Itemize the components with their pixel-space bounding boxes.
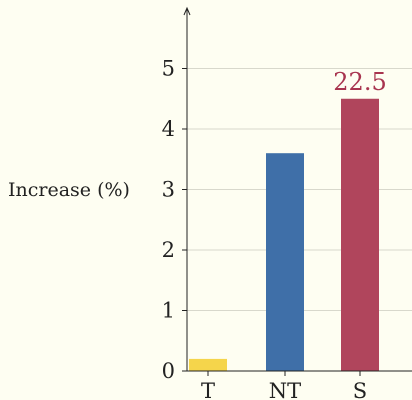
bar-t [189,358,227,371]
bars [189,98,379,371]
x-tick-label: NT [269,379,301,400]
y-tick-label: 0 [162,359,175,383]
y-tick-label: 4 [162,117,175,141]
y-axis-label: Increase (%) [8,179,130,201]
axes [182,6,412,376]
x-tick-label: S [353,379,367,400]
y-tick-label: 1 [162,299,175,323]
x-tick-label: T [201,379,215,400]
bar-s [341,98,379,371]
y-tick-label: 2 [162,238,175,262]
y-tick-label: 5 [162,57,175,81]
y-tick-label: 3 [162,178,175,202]
data-label: 22.5 [333,68,386,96]
y-axis-arrow [183,6,191,16]
labels: 0 1 2 3 4 5 T NT S 22.5 [162,57,387,400]
bar-nt [266,153,304,371]
